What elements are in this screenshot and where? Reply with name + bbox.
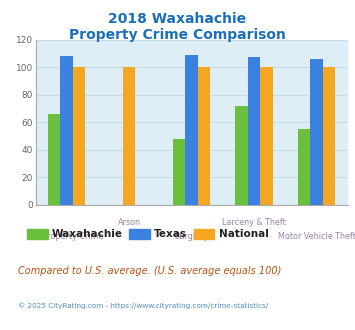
Bar [60, 56, 73, 205]
Text: Arson: Arson [118, 218, 141, 227]
Bar [298, 129, 310, 205]
Bar [248, 57, 261, 205]
Bar [185, 55, 198, 205]
Bar [173, 139, 185, 205]
Bar [310, 59, 323, 205]
Text: Property Crime Comparison: Property Crime Comparison [69, 28, 286, 42]
Bar [323, 67, 335, 205]
Text: © 2025 CityRating.com - https://www.cityrating.com/crime-statistics/: © 2025 CityRating.com - https://www.city… [18, 302, 268, 309]
Text: All Property Crime: All Property Crime [30, 232, 104, 241]
Bar [261, 67, 273, 205]
Text: Larceny & Theft: Larceny & Theft [222, 218, 286, 227]
Bar [235, 106, 248, 205]
Text: Burglary: Burglary [175, 232, 209, 241]
Bar [48, 114, 60, 205]
Text: Compared to U.S. average. (U.S. average equals 100): Compared to U.S. average. (U.S. average … [18, 266, 281, 276]
Bar [123, 67, 136, 205]
Bar [198, 67, 211, 205]
Legend: Waxahachie, Texas, National: Waxahachie, Texas, National [23, 225, 273, 244]
Text: 2018 Waxahachie: 2018 Waxahachie [108, 12, 247, 25]
Bar [73, 67, 86, 205]
Text: Motor Vehicle Theft: Motor Vehicle Theft [278, 232, 355, 241]
